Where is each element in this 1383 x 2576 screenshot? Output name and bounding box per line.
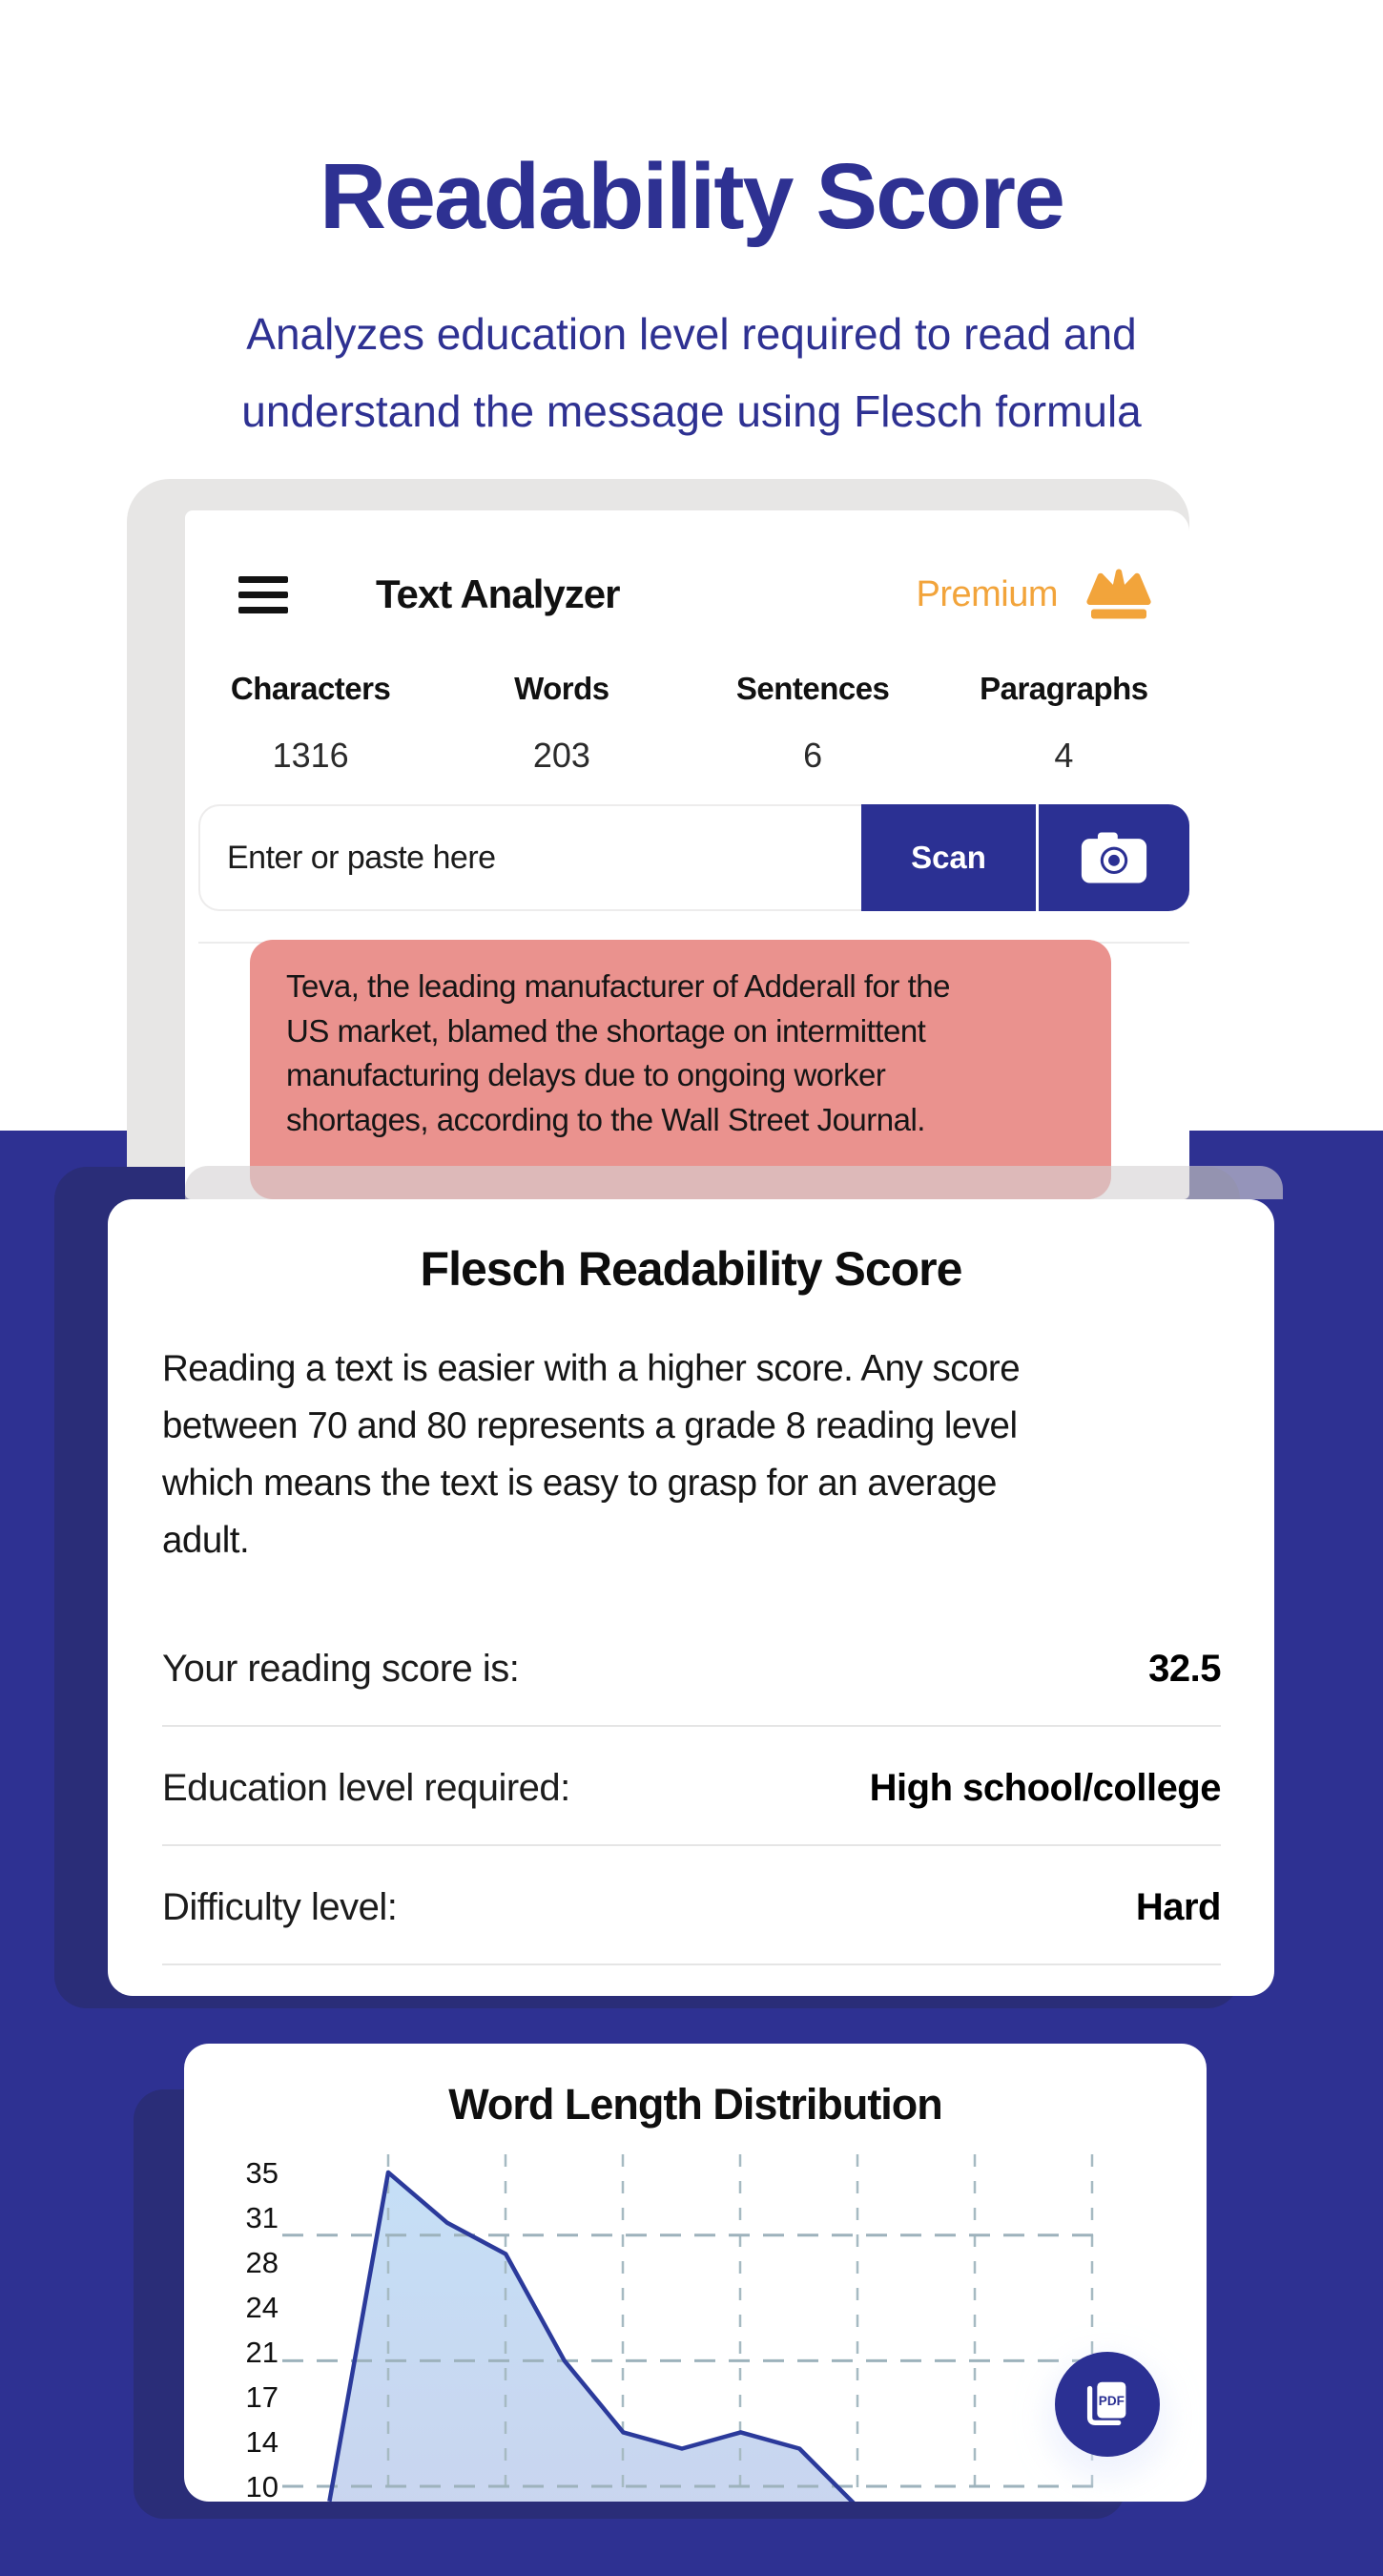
button-divider [1036, 804, 1039, 911]
svg-text:24: 24 [246, 2291, 279, 2324]
text-input-row: Enter or paste here Scan [198, 804, 1189, 911]
camera-icon [1081, 832, 1147, 883]
highlighted-text-block: Teva, the leading manufacturer of Addera… [250, 940, 1111, 1199]
stat-value: 4 [1054, 736, 1074, 775]
stat-value: 6 [803, 736, 823, 775]
premium-button[interactable]: Premium [916, 567, 1155, 622]
reading-score-row: Your reading score is: 32.5 [162, 1608, 1221, 1727]
stat-label: Characters [230, 671, 391, 706]
svg-text:35: 35 [246, 2156, 279, 2190]
menu-button[interactable] [238, 575, 288, 613]
stat-paragraphs: Paragraphs 4 [939, 671, 1189, 776]
scan-button[interactable]: Scan [861, 804, 1036, 911]
stat-characters: Characters 1316 [185, 671, 436, 776]
stat-value: 203 [532, 736, 590, 775]
app-title: Text Analyzer [376, 571, 620, 616]
page-subtitle: Analyzes education level required to rea… [241, 309, 1142, 436]
word-length-chart: 35 31 28 24 21 17 14 10 [246, 2154, 1100, 2502]
svg-text:PDF: PDF [1099, 2394, 1125, 2408]
hamburger-icon [238, 606, 288, 613]
svg-text:17: 17 [246, 2380, 279, 2414]
difficulty-level-row: Difficulty level: Hard [162, 1846, 1222, 1965]
stat-sentences: Sentences 6 [688, 671, 939, 776]
pdf-export-button[interactable]: PDF [1055, 2352, 1160, 2457]
svg-text:31: 31 [246, 2201, 279, 2234]
stat-value: 1316 [272, 736, 349, 775]
score-rows: Your reading score is: 32.5 Education le… [162, 1608, 1222, 1965]
score-label: Education level required: [162, 1767, 570, 1809]
flesch-result-card: Flesch Readability Score Reading a text … [108, 1199, 1274, 1996]
score-label: Your reading score is: [162, 1648, 520, 1690]
crown-icon [1086, 569, 1151, 619]
text-input[interactable]: Enter or paste here [198, 804, 861, 911]
score-label: Difficulty level: [162, 1886, 398, 1928]
chart-card: Word Length Distribution 35 31 28 24 21 17 14 1… [184, 2044, 1207, 2502]
svg-text:21: 21 [246, 2336, 279, 2369]
score-value: Hard [1135, 1886, 1222, 1928]
svg-text:28: 28 [246, 2246, 279, 2279]
hamburger-icon [238, 575, 288, 583]
education-level-row: Education level required: High school/co… [162, 1727, 1222, 1846]
stats-row: Characters 1316 Words 203 Sentences 6 Pa… [185, 671, 1189, 776]
stat-words: Words 203 [436, 671, 687, 776]
app-bar: Text Analyzer Premium [238, 552, 1155, 636]
stat-label: Words [514, 671, 609, 706]
page-title: Readability Score [319, 144, 1065, 248]
translucent-overlay-band [185, 1166, 1283, 1199]
pdf-icon: PDF [1086, 2381, 1126, 2426]
camera-button[interactable] [1039, 804, 1189, 911]
stat-label: Sentences [735, 671, 890, 706]
svg-text:10: 10 [246, 2470, 279, 2502]
score-value: High school/college [869, 1767, 1222, 1809]
stat-label: Paragraphs [980, 671, 1148, 706]
chart-title: Word Length Distribution [448, 2080, 943, 2129]
result-description: Reading a text is easier with a higher s… [162, 1348, 1021, 1561]
svg-text:14: 14 [246, 2425, 279, 2459]
premium-label: Premium [916, 573, 1058, 614]
result-title: Flesch Readability Score [420, 1242, 963, 1296]
hamburger-icon [238, 591, 288, 598]
score-value: 32.5 [1148, 1648, 1221, 1690]
